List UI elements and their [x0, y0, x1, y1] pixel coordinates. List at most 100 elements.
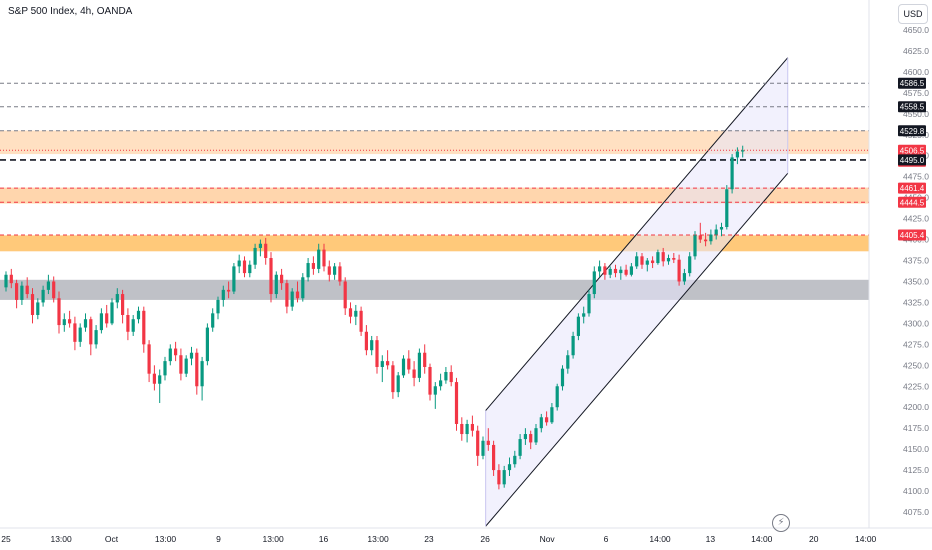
candle-29	[158, 369, 162, 404]
time-axis[interactable]: 25 13:00 Oct 13:00 9 13:00 16 13:00 23 26 Nov 6 14:0…	[1, 534, 876, 544]
candle-body	[603, 266, 607, 275]
candle-body	[396, 375, 400, 393]
candle-body	[142, 310, 146, 345]
candle-97	[518, 434, 522, 460]
candle-body	[688, 256, 692, 274]
candle-77	[412, 361, 416, 387]
candle-20	[110, 298, 114, 326]
candle-69	[370, 335, 374, 356]
candle-135	[719, 222, 724, 237]
candle-111	[592, 266, 596, 299]
candle-body	[115, 294, 119, 303]
price-axis[interactable]: 4075.0 4100.0 4125.0 4150.0 4175.0 4200.0 4225…	[903, 25, 929, 517]
candle-body	[306, 263, 310, 278]
candle-139	[741, 145, 745, 158]
candle-103	[550, 403, 554, 424]
candle-106	[566, 350, 570, 374]
candle-body	[735, 151, 739, 158]
candle-24	[131, 315, 135, 336]
candle-body	[539, 417, 543, 429]
candle-body	[661, 252, 665, 262]
tradingview-bolt-icon[interactable]: ⚡	[772, 514, 790, 532]
candle-body	[338, 266, 342, 282]
candle-56	[301, 273, 305, 302]
channel-fill	[485, 57, 788, 527]
candle-43	[232, 263, 236, 295]
candle-123	[656, 249, 660, 265]
candle-body	[62, 319, 66, 326]
candle-body	[370, 340, 374, 351]
y-tick-label: 4625.0	[903, 46, 929, 56]
candle-body	[523, 434, 527, 440]
candle-body	[211, 313, 215, 328]
candle-body	[274, 274, 278, 295]
candle-9	[52, 276, 56, 303]
candle-body	[258, 243, 262, 248]
candle-body	[152, 373, 156, 384]
price-label-text: 4586.5	[900, 79, 925, 88]
candle-30	[163, 356, 167, 381]
candlesticks	[4, 145, 745, 490]
candle-body	[476, 430, 480, 456]
candle-0	[4, 271, 8, 292]
candle-136	[725, 185, 729, 230]
candle-body	[30, 294, 35, 316]
candle-68	[364, 325, 368, 356]
candle-15	[83, 313, 88, 332]
y-tick-label: 4250.0	[903, 360, 929, 370]
candle-52	[280, 268, 284, 290]
candle-body	[391, 365, 395, 393]
candle-96	[513, 450, 517, 468]
candle-49	[264, 237, 268, 265]
candle-body	[677, 259, 681, 282]
candle-14	[78, 323, 82, 347]
candle-100	[534, 423, 538, 445]
candle-5	[30, 288, 35, 324]
candle-body	[566, 355, 570, 369]
candle-body	[4, 274, 8, 288]
candle-127	[677, 254, 681, 286]
candle-body	[587, 294, 591, 314]
currency-button[interactable]: USD	[898, 4, 928, 24]
candle-59	[317, 243, 321, 274]
candle-38	[205, 323, 209, 366]
candle-body	[131, 319, 135, 332]
candle-body	[412, 369, 416, 378]
candle-body	[359, 310, 363, 332]
candle-body	[163, 361, 167, 376]
candle-37	[200, 356, 204, 401]
candle-body	[184, 358, 188, 374]
candle-body	[709, 234, 713, 242]
y-tick-label: 4575.0	[903, 88, 929, 98]
candle-119	[635, 252, 639, 269]
candle-body	[136, 310, 141, 320]
candle-58	[311, 256, 315, 275]
candle-36	[195, 348, 199, 395]
candle-body	[433, 386, 437, 395]
price-label-text: 4558.5	[900, 103, 925, 112]
candle-85	[454, 377, 459, 431]
candle-89	[476, 425, 480, 466]
candle-body	[73, 323, 77, 342]
candle-body	[216, 299, 220, 314]
price-label-4586.5: 4586.5	[898, 77, 926, 89]
candle-body	[126, 315, 130, 332]
candle-body	[9, 274, 13, 284]
candle-body	[741, 150, 745, 152]
candle-body	[264, 243, 268, 259]
x-tick-label: 6	[604, 534, 609, 544]
candle-125	[666, 254, 671, 265]
candle-body	[105, 313, 109, 324]
candle-body	[41, 289, 45, 303]
zone-2	[0, 235, 869, 252]
candle-body	[242, 260, 247, 274]
candle-body	[354, 310, 358, 317]
candle-23	[126, 308, 130, 341]
x-tick-label: 16	[319, 534, 329, 544]
candle-body	[576, 316, 580, 336]
y-tick-label: 4650.0	[903, 25, 929, 35]
candle-body	[83, 319, 88, 328]
price-label-bg	[898, 182, 926, 194]
candle-body	[253, 247, 257, 265]
